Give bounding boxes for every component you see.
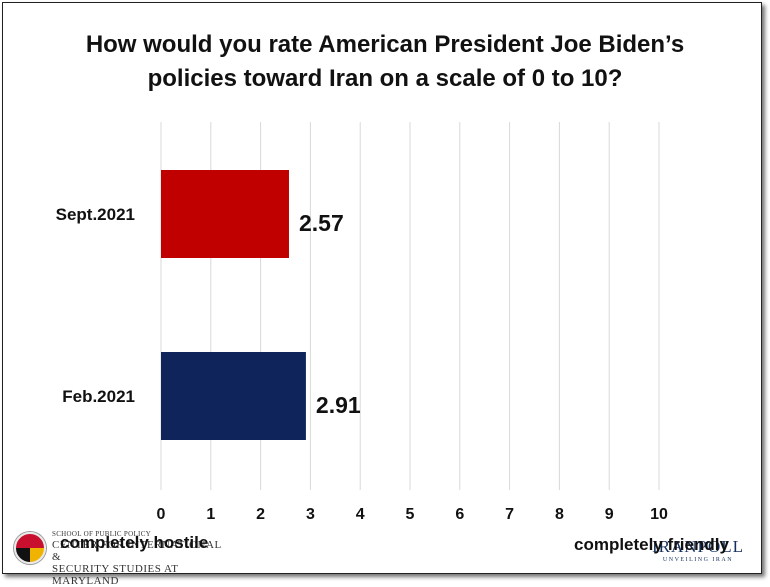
category-label: Sept.2021 [56,205,135,224]
chart-frame [2,2,762,574]
x-tick-label: 9 [605,506,614,523]
chart-title: How would you rate American President Jo… [20,28,750,96]
cissm-logo-line-3: SECURITY STUDIES AT MARYLAND [52,563,179,587]
cissm-logo: SCHOOL OF PUBLIC POLICY CENTER FOR INTER… [12,528,222,587]
x-tick-label: 1 [206,506,215,523]
x-tick-label: 10 [650,506,668,523]
cissm-logo-line-1: SCHOOL OF PUBLIC POLICY [52,530,152,538]
high-end-label: completely friendly [574,535,729,554]
low-end-label: completely hostile [60,533,209,552]
university-seal-icon [14,532,46,564]
data-label: 2.91 [316,392,361,418]
iranpoll-logo-tagline: UNVEILING IRAN [662,557,734,563]
x-tick-label: 7 [505,506,514,523]
bar [161,352,306,440]
category-label: Feb.2021 [62,387,135,406]
x-tick-label: 5 [406,506,415,523]
cissm-logo-line-2: CENTER FOR INTERNATIONAL & [52,539,222,563]
iranpoll-logo-name: IRANPOLL [651,537,745,556]
x-tick-label: 2 [256,506,265,523]
x-tick-label: 4 [356,506,365,523]
cissm-logo-text: SCHOOL OF PUBLIC POLICY CENTER FOR INTER… [52,530,222,587]
chart-title-line-1: How would you rate American President Jo… [85,31,685,58]
x-tick-label: 3 [306,506,315,523]
bar [161,170,289,258]
x-tick-label: 8 [555,506,564,523]
iranpoll-logo: IRANPOLL UNVEILING IRAN [648,538,748,568]
x-tick-label: 0 [157,506,166,523]
data-label: 2.57 [299,210,344,236]
chart-title-line-2: policies toward Iran on a scale of 0 to … [147,65,623,92]
x-tick-label: 6 [455,506,464,523]
